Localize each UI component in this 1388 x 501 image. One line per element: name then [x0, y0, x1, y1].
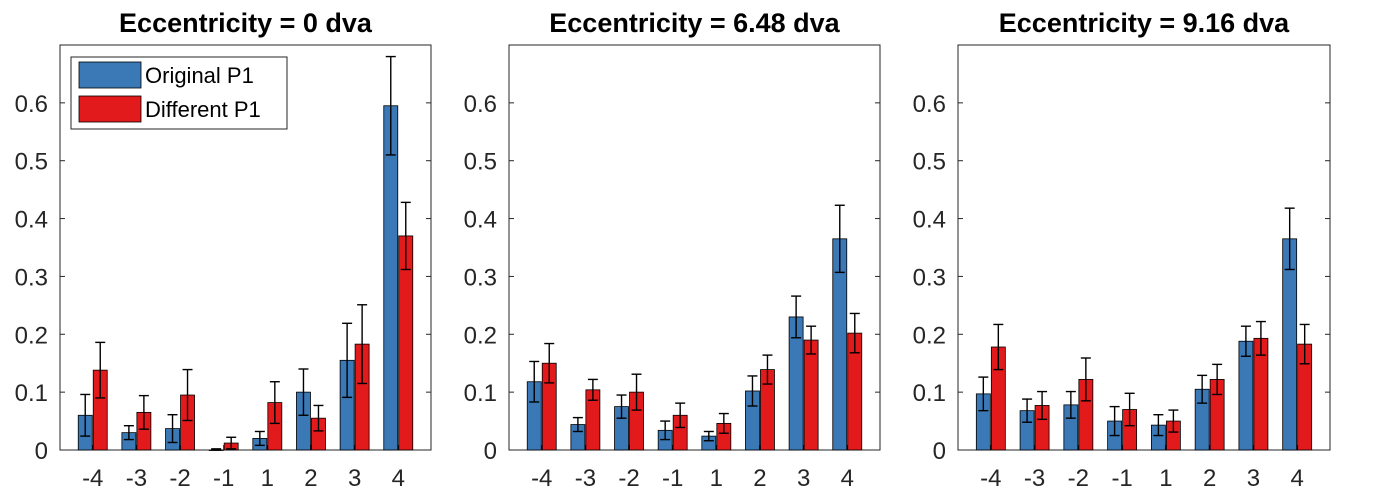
- bar-original: [1282, 238, 1298, 451]
- y-tick-label: 0.2: [913, 322, 946, 349]
- bar-original: [1238, 340, 1254, 451]
- x-tick-label: 1: [1159, 465, 1172, 492]
- x-tick-label: -2: [1068, 465, 1089, 492]
- chart-panel-1: Eccentricity = 0 dva 0 0.1 0.2 0.3 0.4 0.5 0.6 -…: [15, 8, 432, 492]
- y-tick-label: 0.4: [464, 207, 497, 234]
- y-tick-label: 0.3: [15, 264, 48, 291]
- legend-label: Different P1: [145, 97, 261, 122]
- axes-box: [957, 44, 1331, 451]
- x-tick-label: -1: [1111, 465, 1132, 492]
- y-tick-label: 0.4: [913, 207, 946, 234]
- y-tick-label: 0.4: [15, 207, 48, 234]
- y-tick-label: 0.2: [464, 322, 497, 349]
- x-tick-label: -4: [980, 465, 1001, 492]
- y-tick-label: 0.6: [913, 91, 946, 118]
- x-tick-label: -1: [213, 465, 234, 492]
- y-tick-label: 0.6: [15, 91, 48, 118]
- chart-title: Eccentricity = 6.48 dva: [549, 8, 840, 38]
- chart-panel-3: Eccentricity = 9.16 dva 0 0.1 0.2 0.3 0.4 0.5 0…: [913, 8, 1331, 492]
- y-tick-label: 0.3: [464, 264, 497, 291]
- legend: Original P1 Different P1: [70, 56, 288, 130]
- y-tick-label: 0: [35, 438, 48, 465]
- y-tick-label: 0.2: [15, 322, 48, 349]
- chart-title: Eccentricity = 0 dva: [119, 8, 373, 38]
- y-tick-label: 0.1: [913, 380, 946, 407]
- axes-box: [508, 44, 881, 451]
- y-tick-label: 0.1: [464, 380, 497, 407]
- x-tick-label: -1: [662, 465, 683, 492]
- x-tick-label: 3: [348, 465, 361, 492]
- x-tick-label: -3: [575, 465, 596, 492]
- x-tick-label: 3: [1247, 465, 1260, 492]
- x-tick-label: 3: [797, 465, 810, 492]
- y-tick-label: 0.5: [15, 149, 48, 176]
- x-tick-label: -4: [531, 465, 552, 492]
- x-tick-label: 2: [1203, 465, 1216, 492]
- chart-title: Eccentricity = 9.16 dva: [999, 8, 1290, 38]
- x-tick-label: 4: [1290, 465, 1303, 492]
- x-tick-label: 2: [753, 465, 766, 492]
- x-tick-label: -4: [82, 465, 103, 492]
- y-tick-label: 0.6: [464, 91, 497, 118]
- x-tick-label: -2: [618, 465, 639, 492]
- bar-different: [803, 339, 819, 451]
- y-tick-label: 0.3: [913, 264, 946, 291]
- y-tick-label: 0.1: [15, 380, 48, 407]
- legend-swatch-original: [78, 61, 142, 89]
- legend-label: Original P1: [145, 63, 254, 88]
- x-tick-label: 2: [304, 465, 317, 492]
- y-tick-label: 0.5: [913, 149, 946, 176]
- x-tick-label: 1: [261, 465, 274, 492]
- y-tick-label: 0: [484, 438, 497, 465]
- x-tick-label: -2: [169, 465, 190, 492]
- x-tick-label: -3: [126, 465, 147, 492]
- bar-original: [383, 105, 399, 451]
- legend-swatch-different: [78, 95, 142, 123]
- x-tick-label: 4: [841, 465, 854, 492]
- y-tick-label: 0: [933, 438, 946, 465]
- y-tick-label: 0.5: [464, 149, 497, 176]
- x-tick-label: 4: [392, 465, 405, 492]
- x-tick-label: -3: [1024, 465, 1045, 492]
- chart-panel-2: Eccentricity = 6.48 dva 0 0.1 0.2 0.3 0.4 0.5 0…: [464, 8, 881, 492]
- x-tick-label: 1: [710, 465, 723, 492]
